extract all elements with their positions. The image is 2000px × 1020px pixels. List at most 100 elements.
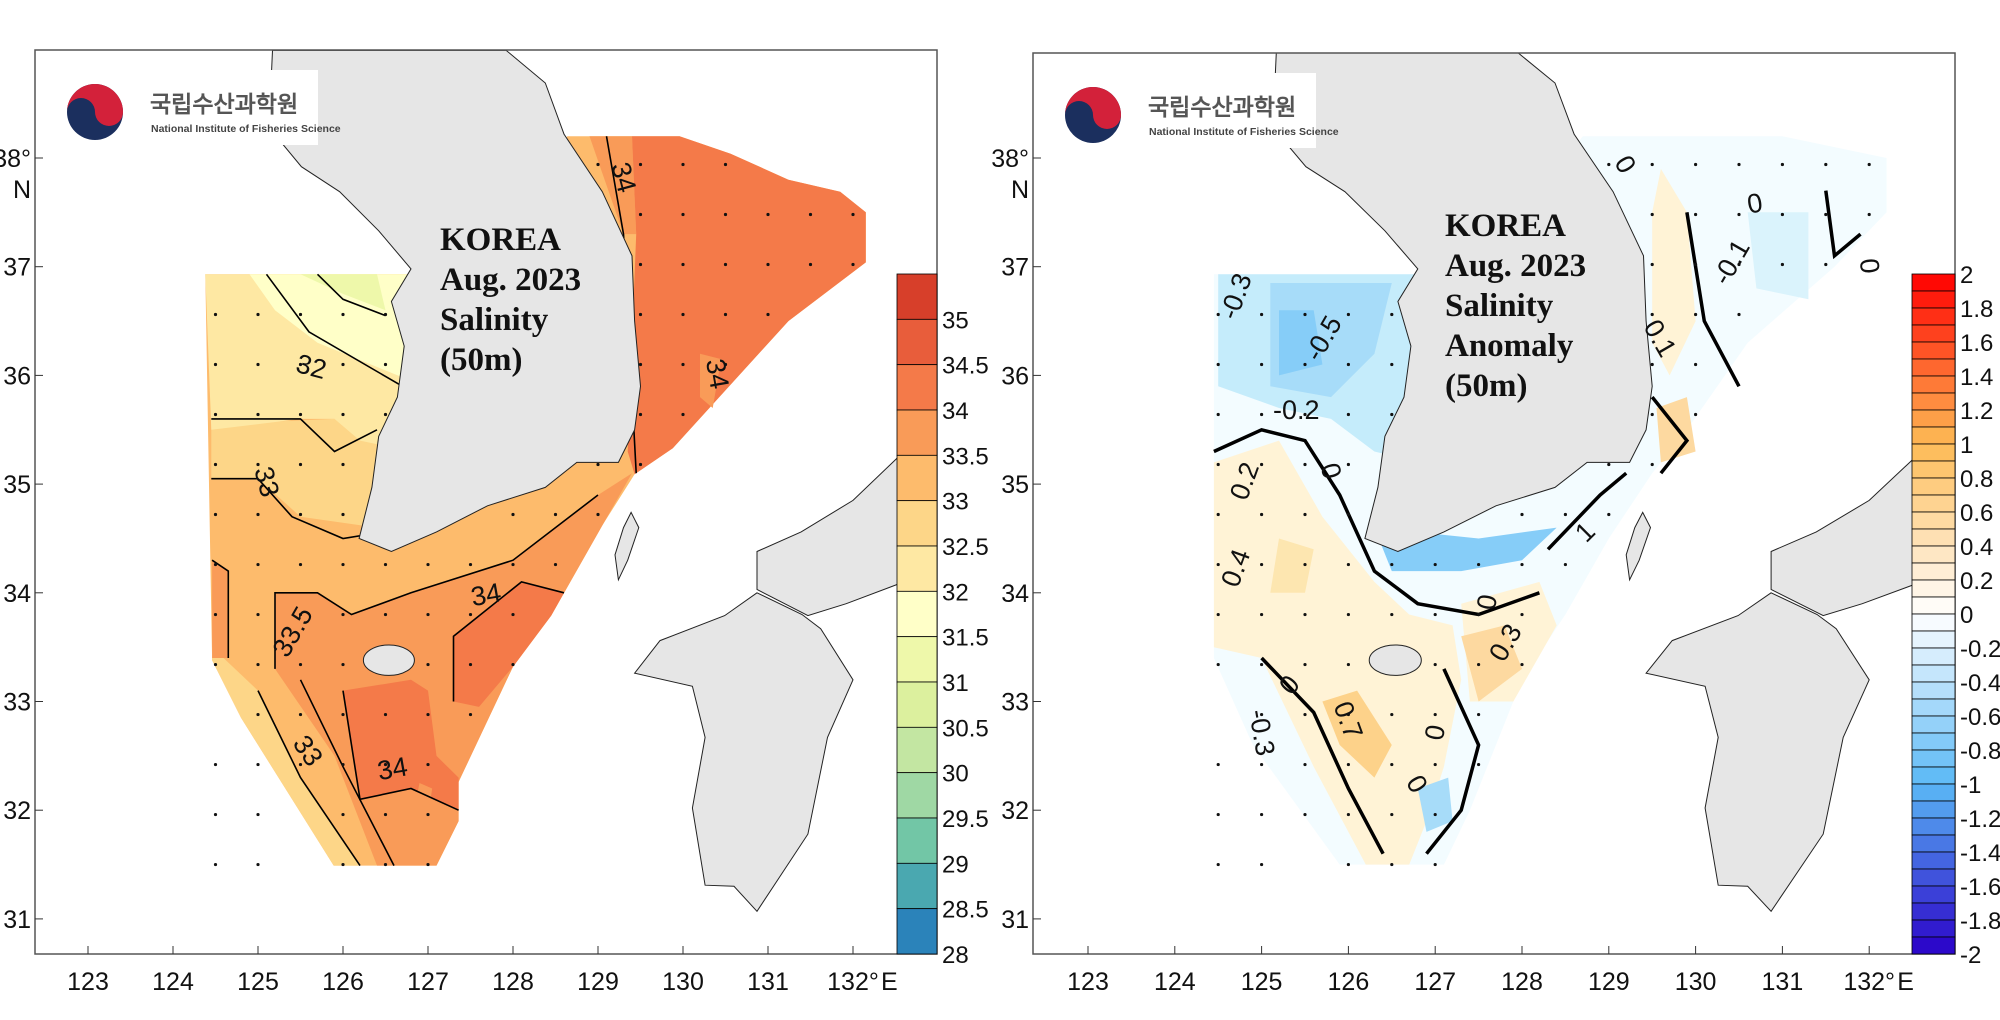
station-dot (1737, 212, 1741, 217)
colorbar-bin (1911, 698, 1956, 717)
station-dot (213, 762, 218, 767)
contour-line (1213, 427, 1540, 617)
station-dot (596, 462, 600, 467)
station-dot (383, 862, 388, 867)
colorbar-bin (896, 364, 938, 411)
station-dot (383, 712, 388, 717)
station-dot (298, 712, 303, 717)
station-dot (553, 562, 558, 567)
station-dot (1216, 662, 1220, 667)
jeju-island (362, 644, 415, 676)
station-dot (1303, 712, 1307, 717)
station-dot (638, 162, 643, 167)
station-dot (638, 412, 643, 417)
value-zone (1270, 538, 1314, 593)
colorbar-bin (896, 500, 938, 547)
station-dot (1346, 812, 1350, 817)
station-dot (341, 362, 345, 367)
station-dot (1260, 362, 1264, 367)
colorbar-label: 34.5 (942, 353, 989, 380)
lat-tick-label: 31 (3, 906, 31, 934)
honshu-land (756, 450, 905, 617)
station-dot (808, 212, 813, 217)
lon-tick-label: 126 (1328, 968, 1370, 996)
logo-english-text: National Institute of Fisheries Science (151, 123, 341, 135)
lon-tick-label: 127 (407, 968, 449, 996)
colorbar-label: 0.6 (1960, 500, 1993, 527)
station-dot (1563, 562, 1567, 567)
station-dot (426, 812, 430, 817)
honshu-land (1770, 450, 1922, 617)
contour-line (1650, 396, 1690, 475)
lat-tick-label: 33 (1001, 689, 1029, 717)
lon-tick-label: 129 (1588, 968, 1630, 996)
lon-tick-label: 131 (747, 968, 789, 996)
colorbar-bin (1911, 834, 1956, 853)
station-dot (383, 412, 388, 417)
colorbar-bin (896, 636, 938, 683)
station-dot (1260, 412, 1264, 417)
contour-line (211, 418, 378, 453)
colorbar-label: 32.5 (942, 534, 989, 561)
colorbar-label: -0.4 (1960, 670, 2000, 697)
contour-label: 34 (469, 577, 504, 612)
station-dot (426, 862, 430, 867)
colorbar-label: -2 (1960, 942, 1981, 969)
colorbar-label: -0.6 (1960, 704, 2000, 731)
lon-tick-label: 124 (152, 968, 194, 996)
lon-tick-label: 130 (1675, 968, 1717, 996)
station-dot (468, 562, 473, 567)
station-dot (383, 562, 388, 567)
station-dot (1520, 612, 1524, 617)
colorbar-bin (1911, 936, 1956, 955)
colorbar-label: -1.6 (1960, 874, 2000, 901)
station-dot (681, 412, 685, 417)
logo-emblem-red (67, 84, 123, 126)
station-dot (1260, 612, 1264, 617)
contour-line (211, 559, 230, 658)
station-dot (1780, 162, 1784, 167)
station-dot (723, 362, 728, 367)
station-dot (1650, 362, 1654, 367)
map-title-line: Salinity (1445, 288, 1554, 324)
lon-unit-label: E (881, 968, 898, 996)
station-dot (851, 262, 855, 267)
station-dot (341, 412, 345, 417)
value-zone (589, 136, 637, 235)
colorbar-bin (896, 817, 938, 864)
station-dot (298, 662, 303, 667)
nifs-logo: 국립수산과학원 National Institute of Fisheries S… (1053, 73, 1339, 148)
station-dot (256, 812, 260, 817)
colorbar-label: 29 (942, 851, 969, 878)
station-dot (851, 212, 855, 217)
colorbar-bin (1911, 324, 1956, 343)
colorbar-label: 35 (942, 307, 969, 334)
station-dot (383, 362, 388, 367)
station-dot (1780, 212, 1784, 217)
station-dot (213, 462, 218, 467)
station-dot (1260, 662, 1264, 667)
station-dot (808, 262, 813, 267)
kyushu-land (1645, 592, 1870, 913)
station-dot (256, 762, 260, 767)
value-zone (1279, 310, 1323, 376)
contour-line (342, 690, 459, 811)
station-dot (553, 512, 558, 517)
station-dot (638, 212, 643, 217)
contour-label: 34 (700, 356, 735, 391)
station-dot (1390, 712, 1394, 717)
colorbar-bin (1911, 749, 1956, 768)
station-dot (1390, 812, 1394, 817)
station-dot (298, 562, 303, 567)
colorbar: 35 34.5 34 33.5 33 32.5 32 31.5 31 30.5 30 29.5 29 28… (896, 273, 989, 969)
value-zone (1322, 690, 1392, 778)
tsushima-land (1625, 511, 1652, 582)
station-dot (1694, 312, 1698, 317)
station-dot (1433, 662, 1437, 667)
station-dot (1433, 612, 1437, 617)
colorbar-bin (1911, 443, 1956, 462)
lon-tick-label: 124 (1154, 968, 1196, 996)
station-dot (1303, 462, 1307, 467)
value-zone (453, 581, 564, 707)
station-dot (341, 712, 345, 717)
